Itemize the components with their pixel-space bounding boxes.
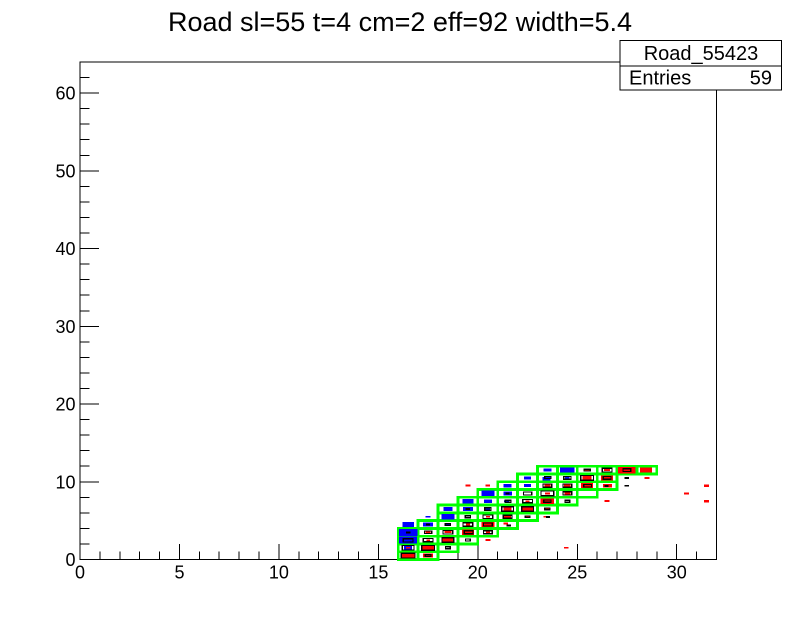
svg-text:Road_55423: Road_55423: [644, 43, 759, 65]
svg-text:40: 40: [55, 239, 75, 259]
svg-text:20: 20: [55, 395, 75, 415]
svg-text:15: 15: [368, 563, 388, 583]
svg-text:Entries: Entries: [629, 68, 691, 90]
svg-text:50: 50: [55, 161, 75, 181]
svg-text:Road sl=55 t=4 cm=2 eff=92 wid: Road sl=55 t=4 cm=2 eff=92 width=5.4: [168, 7, 632, 37]
svg-text:30: 30: [667, 563, 687, 583]
svg-text:0: 0: [75, 563, 85, 583]
svg-text:30: 30: [55, 317, 75, 337]
svg-text:20: 20: [468, 563, 488, 583]
svg-text:0: 0: [65, 550, 75, 570]
svg-text:60: 60: [55, 84, 75, 104]
svg-text:10: 10: [55, 472, 75, 492]
svg-text:59: 59: [750, 68, 772, 90]
svg-text:5: 5: [174, 563, 184, 583]
svg-text:25: 25: [567, 563, 587, 583]
svg-text:10: 10: [269, 563, 289, 583]
